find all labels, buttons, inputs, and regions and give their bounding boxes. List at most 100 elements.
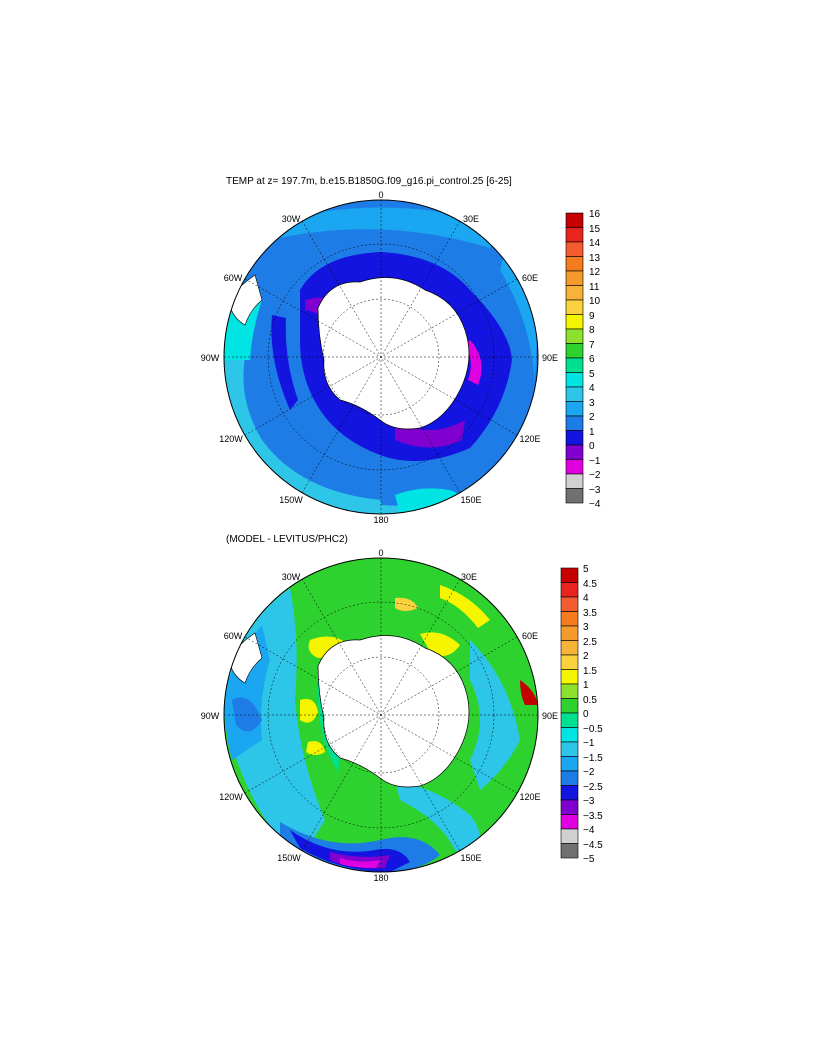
top-lon-label-90e: 90E bbox=[542, 353, 558, 363]
top-map-cold-tongue-west bbox=[271, 315, 298, 410]
top-map bbox=[223, 199, 539, 515]
bottom-colorbar: 5 4.5 4 3.5 3 2.5 2 1.5 1 0.5 0 −0.5 −1 … bbox=[560, 564, 603, 865]
bottom-colorbar-swatch bbox=[560, 741, 579, 757]
bottom-colorbar-swatch bbox=[560, 625, 579, 641]
bottom-colorbar-swatch bbox=[560, 843, 579, 859]
bottom-colorbar-label-minus0-5: −0.5 bbox=[583, 724, 603, 735]
top-colorbar-swatch bbox=[565, 444, 584, 460]
bottom-colorbar-swatch bbox=[560, 727, 579, 743]
top-colorbar-label-minus4: −4 bbox=[589, 499, 601, 510]
top-map-graticule bbox=[224, 200, 538, 514]
bottom-colorbar-labels: 5 4.5 4 3.5 3 2.5 2 1.5 1 0.5 0 −0.5 −1 … bbox=[583, 564, 603, 865]
top-colorbar-swatch bbox=[565, 241, 584, 257]
bottom-lon-label-120e: 120E bbox=[519, 792, 540, 802]
bottom-colorbar-label-minus1: −1 bbox=[583, 738, 595, 749]
top-colorbar-label-8: 8 bbox=[589, 325, 595, 336]
bottom-colorbar-label-3: 3 bbox=[583, 622, 589, 633]
bottom-lon-label-0: 0 bbox=[378, 548, 383, 558]
top-map-lon-labels: 0 30E 60E 90E 120E 150E 180 150W 120W 90… bbox=[201, 190, 558, 525]
top-colorbar-label-2: 2 bbox=[589, 412, 595, 423]
bottom-colorbar-swatch bbox=[560, 669, 579, 685]
bottom-lon-label-30e: 30E bbox=[461, 572, 477, 582]
top-colorbar-swatch bbox=[565, 488, 584, 504]
top-colorbar-label-11: 11 bbox=[589, 282, 600, 293]
top-map-band-north bbox=[262, 207, 500, 248]
top-colorbar-swatch bbox=[565, 401, 584, 417]
bottom-colorbar-swatch bbox=[560, 698, 579, 714]
bottom-lon-label-180: 180 bbox=[373, 873, 388, 883]
bottom-map-band-cyan-east bbox=[470, 640, 520, 790]
top-colorbar-swatch bbox=[565, 343, 584, 359]
top-lon-label-120w: 120W bbox=[219, 434, 243, 444]
bottom-lon-label-150w: 150W bbox=[277, 853, 301, 863]
bottom-map-hot-spot-east bbox=[520, 680, 538, 705]
bottom-map-lon-labels: 0 30E 60E 90E 120E 150E 180 150W 120W 90… bbox=[201, 548, 558, 883]
bottom-colorbar-label-3-5: 3.5 bbox=[583, 608, 597, 619]
top-map-subzero-ross bbox=[395, 420, 465, 448]
bottom-colorbar-swatch bbox=[560, 582, 579, 598]
bottom-colorbar-swatch bbox=[560, 712, 579, 728]
top-colorbar-label-3: 3 bbox=[589, 398, 595, 409]
top-panel-title: TEMP at z= 197.7m, b.e15.B1850G.f09_g16.… bbox=[226, 176, 512, 187]
bottom-colorbar-swatch bbox=[560, 640, 579, 656]
bottom-map bbox=[223, 557, 539, 873]
bottom-colorbar-label-minus3-5: −3.5 bbox=[583, 811, 603, 822]
top-colorbar-label-0: 0 bbox=[589, 441, 595, 452]
top-lon-label-180: 180 bbox=[373, 515, 388, 525]
bottom-panel-title: (MODEL - LEVITUS/PHC2) bbox=[226, 534, 348, 545]
top-lon-label-60e: 60E bbox=[522, 273, 538, 283]
top-colorbar-swatch bbox=[565, 212, 584, 228]
top-colorbar-swatch bbox=[565, 299, 584, 315]
bottom-map-warm-patch-sw bbox=[306, 741, 325, 755]
bottom-colorbar-swatch bbox=[560, 828, 579, 844]
bottom-colorbar-label-minus5: −5 bbox=[583, 854, 595, 865]
top-colorbar-swatch bbox=[565, 357, 584, 373]
bottom-map-warm-patch-ne bbox=[440, 585, 490, 628]
bottom-colorbar-swatch bbox=[560, 567, 579, 583]
top-map-antarctica bbox=[317, 277, 470, 430]
top-colorbar-labels: 16 15 14 13 12 11 10 9 8 7 6 5 4 3 2 1 0… bbox=[589, 209, 601, 510]
bottom-colorbar-label-minus4-5: −4.5 bbox=[583, 840, 603, 851]
top-lon-label-90w: 90W bbox=[201, 353, 220, 363]
bottom-colorbar-swatch bbox=[560, 770, 579, 786]
bottom-colorbar-label-4-5: 4.5 bbox=[583, 579, 597, 590]
bottom-colorbar-label-1-5: 1.5 bbox=[583, 666, 597, 677]
top-colorbar-swatch bbox=[565, 328, 584, 344]
bottom-lon-label-60e: 60E bbox=[522, 631, 538, 641]
bottom-colorbar-swatch bbox=[560, 683, 579, 699]
bottom-colorbar-swatch bbox=[560, 611, 579, 627]
bottom-map-warm-patch-n bbox=[395, 597, 418, 611]
bottom-colorbar-swatch bbox=[560, 799, 579, 815]
top-colorbar-label-9: 9 bbox=[589, 311, 595, 322]
top-colorbar-label-16: 16 bbox=[589, 209, 601, 220]
top-colorbar-label-minus2: −2 bbox=[589, 470, 601, 481]
top-colorbar-swatch bbox=[565, 256, 584, 272]
top-colorbar-label-6: 6 bbox=[589, 354, 595, 365]
bottom-map-graticule bbox=[224, 558, 538, 872]
bottom-colorbar-swatch bbox=[560, 596, 579, 612]
top-colorbar-swatch bbox=[565, 473, 584, 489]
bottom-colorbar-label-2: 2 bbox=[583, 651, 589, 662]
top-colorbar-swatch bbox=[565, 285, 584, 301]
bottom-colorbar-label-0: 0 bbox=[583, 709, 589, 720]
top-colorbar-label-10: 10 bbox=[589, 296, 601, 307]
bottom-colorbar-label-2-5: 2.5 bbox=[583, 637, 597, 648]
bottom-map-outline bbox=[223, 557, 539, 873]
top-colorbar-label-minus3: −3 bbox=[589, 485, 601, 496]
top-colorbar-label-14: 14 bbox=[589, 238, 601, 249]
bottom-colorbar-swatch bbox=[560, 654, 579, 670]
top-colorbar-label-1: 1 bbox=[589, 427, 595, 438]
top-colorbar: 16 15 14 13 12 11 10 9 8 7 6 5 4 3 2 1 0… bbox=[565, 209, 601, 510]
top-colorbar-swatch bbox=[565, 227, 584, 243]
bottom-colorbar-label-minus2: −2 bbox=[583, 767, 595, 778]
top-lon-label-30w: 30W bbox=[282, 214, 301, 224]
bottom-lon-label-150e: 150E bbox=[460, 853, 481, 863]
top-colorbar-swatch bbox=[565, 314, 584, 330]
top-colorbar-label-15: 15 bbox=[589, 224, 601, 235]
top-colorbar-label-minus1: −1 bbox=[589, 456, 601, 467]
top-colorbar-label-5: 5 bbox=[589, 369, 595, 380]
top-lon-label-30e: 30E bbox=[463, 214, 479, 224]
top-lon-label-0: 0 bbox=[378, 190, 383, 200]
top-colorbar-swatch bbox=[565, 270, 584, 286]
